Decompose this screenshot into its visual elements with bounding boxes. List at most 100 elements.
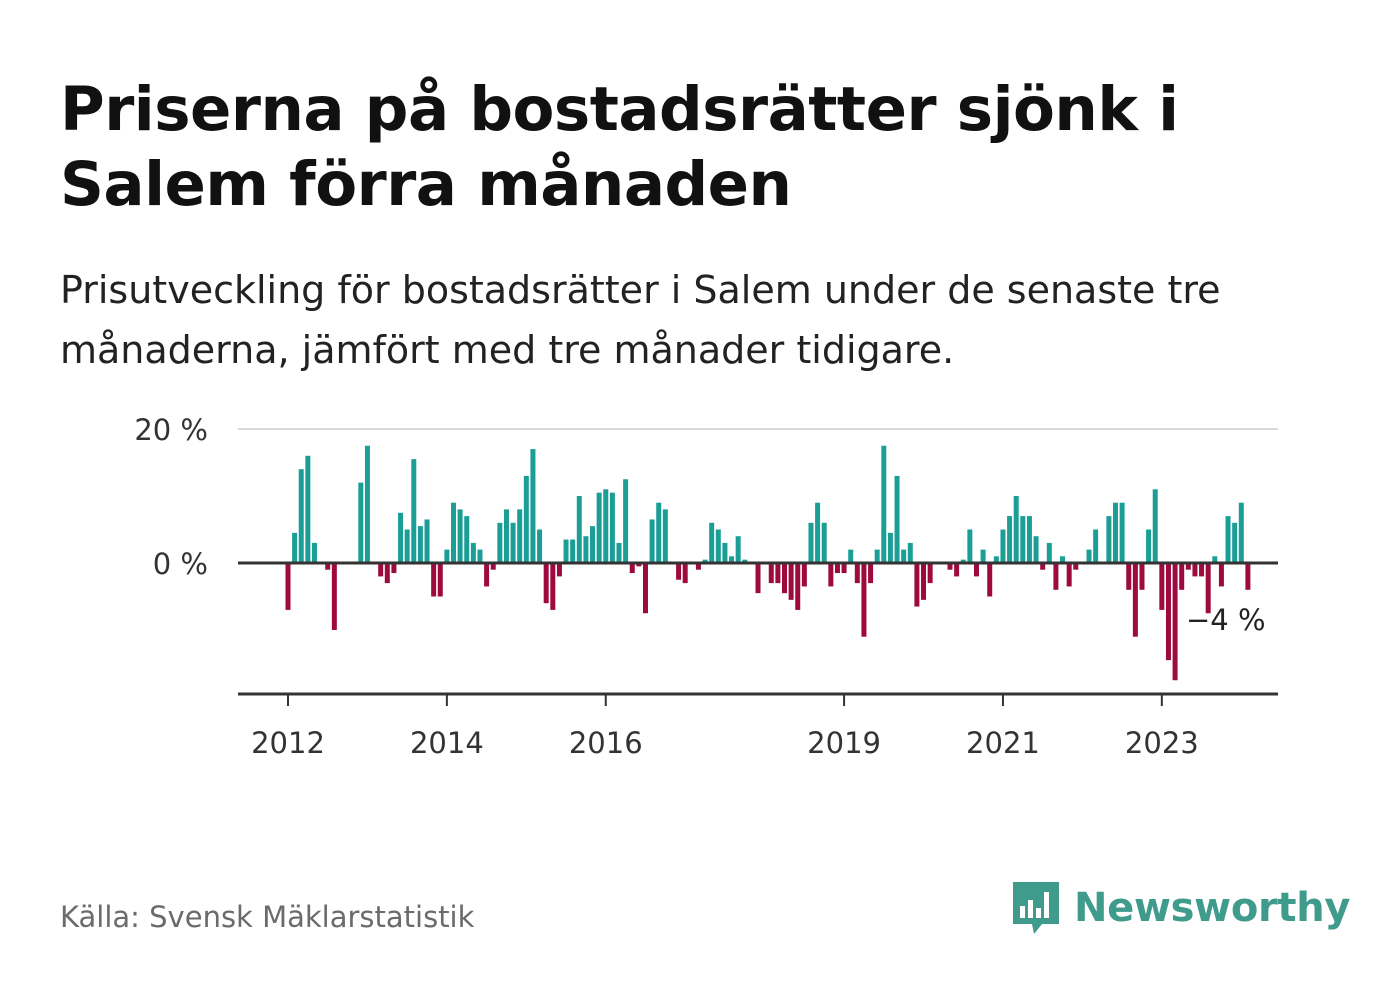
bar: [358, 482, 364, 563]
bar: [1086, 549, 1092, 563]
bar: [616, 542, 622, 563]
bar: [1185, 563, 1191, 570]
bar: [530, 449, 536, 563]
bar: [1026, 516, 1032, 563]
bar: [967, 529, 973, 563]
bar: [311, 542, 317, 563]
bar: [702, 559, 708, 563]
bar: [1212, 556, 1218, 563]
bar: [391, 563, 397, 574]
bar: [609, 492, 615, 563]
bar: [1192, 563, 1198, 577]
bar: [470, 542, 476, 563]
bar: [874, 549, 880, 563]
bar: [868, 563, 874, 584]
bar: [755, 563, 761, 594]
bar: [861, 563, 867, 637]
bar: [417, 526, 423, 563]
bar: [623, 479, 629, 563]
bar: [576, 496, 582, 563]
bar: [854, 563, 860, 584]
bar: [980, 549, 986, 563]
bar: [331, 563, 337, 630]
source-note: Källa: Svensk Mäklarstatistik: [60, 900, 475, 934]
bar: [1060, 556, 1066, 563]
bar: [1007, 516, 1013, 563]
bar: [1113, 502, 1118, 563]
bar: [1159, 563, 1165, 610]
bar: [808, 522, 814, 563]
newsworthy-logo-text: Newsworthy: [1074, 885, 1351, 931]
bar: [292, 532, 298, 563]
bar: [556, 563, 562, 577]
bar: [709, 522, 715, 563]
bar: [1046, 542, 1052, 563]
bar: [1053, 563, 1059, 590]
bar: [451, 502, 456, 563]
newsworthy-logo-icon: [1013, 882, 1059, 934]
bar: [1205, 563, 1211, 614]
bar: [510, 522, 516, 563]
bar: [490, 563, 496, 570]
bar: [285, 563, 291, 610]
bar: [841, 563, 847, 574]
bar: [914, 563, 920, 607]
x-tick-label: 2019: [807, 726, 881, 760]
bar: [954, 563, 960, 577]
bar: [325, 563, 331, 570]
bar: [1132, 563, 1138, 637]
bar: [828, 563, 834, 587]
bar: [695, 563, 701, 570]
y-tick-label: 20 %: [134, 413, 208, 447]
bar: [1119, 502, 1125, 563]
bar: [735, 536, 741, 563]
bar: [973, 563, 979, 577]
bar: [795, 563, 801, 610]
x-tick-label: 2016: [569, 726, 643, 760]
bar: [305, 455, 311, 563]
bar: [444, 549, 450, 563]
bar: [431, 563, 437, 597]
bar: [1146, 529, 1152, 563]
bar: [636, 563, 642, 567]
bar: [1106, 516, 1112, 563]
bar: [583, 536, 589, 563]
bar: [722, 542, 728, 563]
bar: [543, 563, 549, 604]
bar: [629, 563, 635, 574]
bar: [801, 563, 807, 587]
bar: [603, 489, 609, 563]
bar: [590, 526, 596, 563]
bar: [570, 539, 576, 563]
chart-subtitle: Prisutveckling för bostadsrätter i Salem…: [60, 268, 1221, 372]
chart-title: Priserna på bostadsrätter sjönk i Salem …: [60, 74, 1179, 220]
bar: [649, 519, 655, 563]
bar: [642, 563, 648, 614]
last-value-label: −4 %: [1186, 603, 1266, 637]
bar: [1040, 563, 1046, 570]
bar: [881, 445, 887, 563]
bar: [1073, 563, 1079, 570]
bar: [788, 563, 794, 600]
bar: [1093, 529, 1099, 563]
bar: [464, 516, 470, 563]
bar: [1199, 563, 1205, 577]
bar: [901, 549, 907, 563]
bar: [1139, 563, 1145, 590]
bar: [947, 563, 953, 570]
bar: [411, 459, 417, 563]
bar: [1126, 563, 1132, 590]
bar: [378, 563, 384, 577]
bar: [1225, 516, 1231, 563]
x-tick-label: 2014: [410, 726, 484, 760]
bar: [384, 563, 390, 584]
bar: [775, 563, 781, 584]
bar: [1066, 563, 1072, 587]
bar: [364, 445, 370, 563]
bar: [848, 549, 854, 563]
bar: [484, 563, 490, 587]
bar: [1033, 536, 1039, 563]
bar: [1000, 529, 1006, 563]
bar: [437, 563, 443, 597]
